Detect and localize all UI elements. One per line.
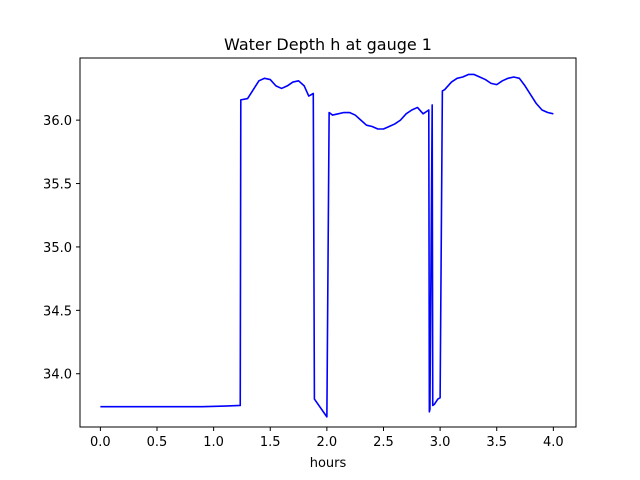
chart-title: Water Depth h at gauge 1 [224, 35, 432, 54]
x-axis-ticks: 0.0 0.5 1.0 1.5 2.0 2.5 3.0 3.5 4.0 [90, 427, 564, 450]
series-line [100, 73, 554, 418]
x-tick-label: 3.5 [486, 435, 507, 450]
y-tick-label: 36.0 [43, 114, 72, 129]
x-tick-label: 2.5 [373, 435, 394, 450]
x-tick-label: 4.0 [543, 435, 564, 450]
y-tick-label: 35.0 [43, 241, 72, 256]
x-tick-label: 2.0 [317, 435, 338, 450]
x-axis-label: hours [310, 456, 347, 471]
x-tick-label: 0.5 [147, 435, 168, 450]
y-axis-ticks: 34.0 34.5 35.0 35.5 36.0 [43, 114, 80, 383]
axes-frame [79, 57, 577, 428]
x-tick-label: 1.5 [260, 435, 281, 450]
y-tick-label: 34.0 [43, 368, 72, 383]
y-tick-label: 35.5 [43, 178, 72, 193]
x-tick-label: 3.0 [430, 435, 451, 450]
plot-area [79, 57, 577, 428]
x-tick-label: 0.0 [90, 435, 111, 450]
y-tick-label: 34.5 [43, 304, 72, 319]
x-tick-label: 1.0 [203, 435, 224, 450]
